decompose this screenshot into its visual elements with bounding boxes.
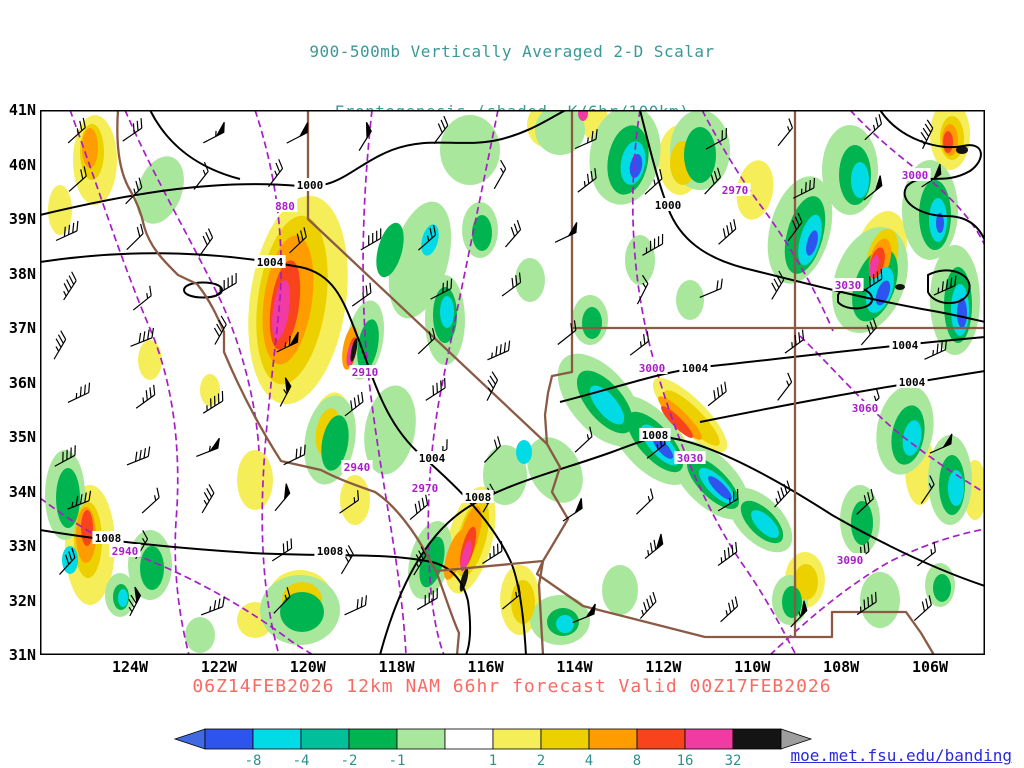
colorbar-segment bbox=[252, 728, 302, 750]
svg-text:1008: 1008 bbox=[95, 532, 122, 545]
svg-text:1004: 1004 bbox=[257, 256, 284, 269]
svg-text:1008: 1008 bbox=[317, 545, 344, 558]
colorbar-tick-label: -2 bbox=[341, 753, 358, 768]
lon-tick-label: 120W bbox=[289, 658, 326, 676]
colorbar-tick-label: -8 bbox=[245, 753, 262, 768]
svg-text:1008: 1008 bbox=[642, 429, 669, 442]
mslp-contours bbox=[40, 110, 985, 655]
svg-text:3060: 3060 bbox=[852, 402, 879, 415]
title-line-1: 900-500mb Vertically Averaged 2-D Scalar bbox=[309, 42, 715, 61]
lon-tick-label: 122W bbox=[200, 658, 237, 676]
lat-tick-label: 36N bbox=[8, 373, 36, 392]
colorbar-segment bbox=[204, 728, 254, 750]
colorbar-segment bbox=[396, 728, 446, 750]
wind-barbs bbox=[53, 114, 957, 628]
svg-text:1004: 1004 bbox=[899, 376, 926, 389]
colorbar-segment bbox=[492, 728, 542, 750]
lat-tick-label: 40N bbox=[8, 155, 36, 174]
lat-tick-label: 35N bbox=[8, 428, 36, 446]
lat-tick-label: 41N bbox=[8, 101, 36, 119]
lat-tick-label: 37N bbox=[8, 319, 36, 337]
svg-text:3090: 3090 bbox=[837, 554, 864, 567]
colorbar-tick-label: 1 bbox=[489, 753, 497, 768]
svg-text:2970: 2970 bbox=[412, 482, 439, 495]
svg-text:880: 880 bbox=[275, 200, 295, 213]
colorbar-tick-label: -1 bbox=[389, 753, 406, 768]
svg-text:1000: 1000 bbox=[655, 199, 682, 212]
colorbar-tick-label: 4 bbox=[585, 753, 593, 768]
lat-tick-label: 38N bbox=[8, 264, 36, 283]
colorbar-tick-label: 32 bbox=[725, 753, 742, 768]
site-link[interactable]: moe.met.fsu.edu/banding bbox=[790, 746, 1012, 765]
lat-tick-label: 34N bbox=[8, 482, 36, 501]
svg-text:3000: 3000 bbox=[902, 169, 929, 182]
svg-text:2940: 2940 bbox=[112, 545, 139, 558]
svg-text:1004: 1004 bbox=[892, 339, 919, 352]
colorbar-tick-label: 16 bbox=[677, 753, 694, 768]
svg-text:2940: 2940 bbox=[344, 461, 371, 474]
mslp-contour-labels: 1000 1000 1004 1004 1004 1004 1004 1008 1008 1008… bbox=[92, 178, 928, 558]
colorbar-segment bbox=[540, 728, 590, 750]
svg-text:3000: 3000 bbox=[639, 362, 666, 375]
lon-tick-label: 112W bbox=[645, 658, 682, 676]
frontogenesis-shading bbox=[45, 110, 985, 653]
colorbar: -8 -4 -2 -1 1 2 4 8 16 32 bbox=[173, 728, 813, 768]
svg-text:3030: 3030 bbox=[835, 279, 862, 292]
colorbar-segment bbox=[636, 728, 686, 750]
colorbar-segment bbox=[444, 728, 494, 750]
colorbar-segment bbox=[300, 728, 350, 750]
colorbar-tick-label: 2 bbox=[537, 753, 545, 768]
colorbar-segment bbox=[588, 728, 638, 750]
colorbar-segment bbox=[348, 728, 398, 750]
height-contour-labels: 880 2910 2940 2940 2970 2970 3000 3000 3030 3030 3… bbox=[109, 168, 931, 567]
lon-tick-label: 110W bbox=[734, 658, 771, 676]
lat-tick-label: 39N bbox=[8, 210, 36, 228]
svg-text:1000: 1000 bbox=[297, 179, 324, 192]
colorbar-segment bbox=[732, 728, 782, 750]
lon-tick-label: 108W bbox=[823, 658, 860, 676]
state-borders bbox=[116, 110, 985, 655]
colorbar-segment bbox=[684, 728, 734, 750]
lon-tick-label: 116W bbox=[467, 658, 504, 676]
svg-text:1004: 1004 bbox=[419, 452, 446, 465]
lat-tick-label: 33N bbox=[8, 537, 36, 555]
colorbar-arrow-right bbox=[780, 728, 813, 750]
lon-tick-label: 106W bbox=[911, 658, 949, 676]
colorbar-arrow-left bbox=[173, 728, 206, 750]
map-canvas: 1000 1000 1004 1004 1004 1004 1004 1008 1008 1008… bbox=[40, 110, 985, 655]
colorbar-tick-label: -4 bbox=[293, 753, 310, 768]
svg-text:1004: 1004 bbox=[682, 362, 709, 375]
svg-text:2970: 2970 bbox=[722, 184, 749, 197]
lat-tick-label: 31N bbox=[8, 646, 36, 664]
lon-tick-label: 114W bbox=[556, 658, 593, 676]
colorbar-tick-label: 8 bbox=[633, 753, 641, 768]
lon-tick-label: 118W bbox=[378, 658, 415, 676]
svg-text:1008: 1008 bbox=[465, 491, 492, 504]
lon-tick-label: 124W bbox=[111, 658, 149, 676]
lat-tick-label: 32N bbox=[8, 591, 36, 610]
svg-text:3030: 3030 bbox=[677, 452, 704, 465]
forecast-caption: 06Z14FEB2026 12km NAM 66hr forecast Vali… bbox=[192, 676, 832, 697]
svg-text:2910: 2910 bbox=[352, 366, 379, 379]
